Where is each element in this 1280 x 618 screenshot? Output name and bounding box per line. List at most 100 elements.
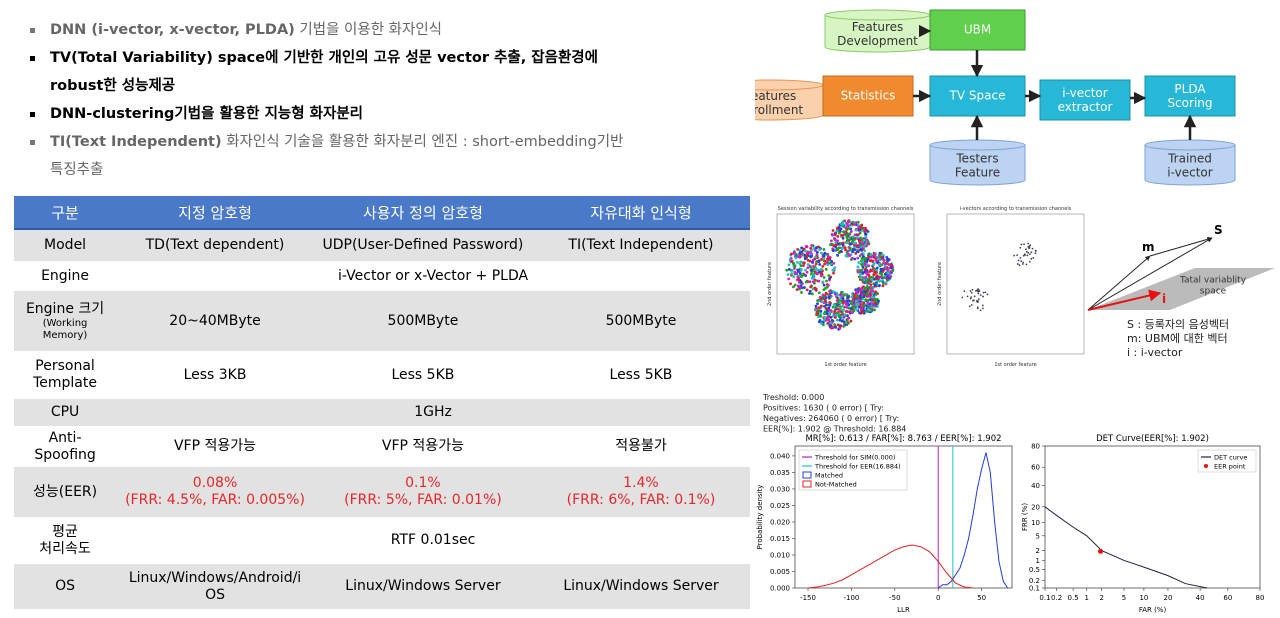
bullet-text: 화자인식 기술을 활용한 화자분리 엔진 : short-embedding기반… (50, 134, 624, 178)
scatter-dot (810, 276, 814, 280)
scatter-dot (841, 234, 845, 237)
row-label-text: 성능(EER) (33, 483, 98, 500)
scatter-dot (831, 314, 835, 318)
scatter-dot (786, 273, 790, 276)
header-cell: 구분 (14, 196, 117, 230)
scatter-dot (982, 295, 984, 298)
y-tick-label: 40 (1031, 482, 1040, 490)
scatter-dot (882, 261, 886, 265)
x-tick-label: 0 (936, 594, 940, 602)
scatter-dot (836, 239, 839, 243)
console-line: EER[%]: 1.902 @ Threshold: 16.884 (763, 425, 906, 434)
x-tick-label: 20 (1163, 594, 1172, 602)
scatter-dot (853, 233, 857, 237)
scatter-dot (963, 290, 966, 293)
scatter-dot (817, 306, 821, 309)
table-row: Engine 크기 (Working Memory) 20~40MByte 500MB… (14, 291, 750, 351)
scatter-dot (821, 265, 825, 268)
label-i: i (1162, 292, 1166, 306)
scatter-dot (837, 225, 841, 229)
scatter-dot (798, 251, 802, 255)
scatter-dot (819, 314, 823, 318)
scatter-dot (823, 251, 827, 255)
scatter-dot (840, 314, 844, 318)
scatter-dot (787, 277, 791, 281)
header-cell: 사용자 정의 암호형 (313, 196, 532, 230)
scatter-dot (811, 273, 815, 277)
scatter-dot (826, 261, 829, 265)
legend-label: Threshold for EER(16.884) (814, 463, 901, 471)
scatter-dot (833, 316, 837, 319)
scatter-dot (880, 279, 883, 283)
table-cell: 1.4% (FRR: 6%, FAR: 0.1%) (531, 467, 750, 517)
y-tick-label: 0.015 (770, 535, 790, 543)
scatter-dot (799, 264, 803, 268)
scatter-dot (821, 323, 825, 327)
scatter-dot (833, 304, 837, 307)
scatter-dot (805, 254, 809, 258)
scatter-dot (1032, 257, 1035, 259)
scatter-dot (796, 275, 800, 279)
scatter-dot (804, 274, 807, 277)
scatter-dot (824, 291, 828, 295)
bullet: TV(Total Variability) space에 기반한 개인의 고유 … (28, 44, 628, 100)
scatter-dot (834, 243, 838, 247)
row-label: 성능(EER) (14, 467, 117, 517)
scatter-dot (823, 262, 827, 266)
scatter-dot (813, 286, 817, 290)
header-row: 구분 지정 암호형 사용자 정의 암호형 자유대화 인식형 (14, 196, 750, 230)
scatter-dot (832, 271, 835, 275)
scatter-frame (946, 213, 1085, 355)
scatter-dot (852, 237, 856, 241)
y-tick-label: 2 (1036, 547, 1040, 555)
scatter-dot (860, 278, 864, 282)
scatter-dot (842, 309, 845, 312)
scatter-dot (873, 272, 876, 276)
scatter-dot (860, 268, 864, 272)
scatter-dot (791, 268, 794, 272)
table-row: Anti- Spoofing VFP 적용가능 VFP 적용가능 적용불가 (14, 426, 750, 467)
scatter-dot (796, 268, 800, 272)
scatter-dot (826, 255, 830, 258)
table-cell: Linux/Windows Server (313, 564, 532, 609)
scatter-dot (829, 243, 833, 247)
scatter-dot (862, 238, 866, 242)
scatter-dot (855, 294, 859, 298)
scatter-dot (847, 299, 851, 303)
scatter-dot (816, 310, 819, 314)
scatter-dot (858, 294, 862, 298)
scatter-dot (827, 295, 831, 299)
scatter-dot (812, 247, 816, 250)
scatter-dot (824, 259, 827, 263)
row-label-text: Personal Template (33, 358, 97, 391)
scatter-dot (798, 271, 802, 275)
scatter-dot (796, 247, 800, 251)
scatter-dot (832, 290, 835, 294)
scatter-dot (863, 249, 867, 253)
scatter-dot (847, 321, 850, 325)
scatter-dot (838, 246, 842, 250)
scatter-dot (872, 261, 876, 265)
scatter-dot (882, 281, 886, 285)
scatter-dot (834, 313, 838, 317)
scatter-dot (789, 252, 793, 256)
scatter-dot (817, 279, 821, 283)
scatter-dot (830, 233, 834, 236)
scatter-dot (798, 285, 802, 289)
legend-label: EER point (1214, 463, 1246, 471)
scatter-dot (827, 257, 831, 261)
scatter-dot (849, 319, 853, 323)
scatter-dot (793, 264, 797, 268)
scatter-dot (803, 249, 807, 253)
scatter-dot (822, 254, 826, 258)
scatter-dot (873, 253, 877, 257)
scatter-dot (836, 323, 840, 327)
y-axis-label: FRR (%) (1021, 503, 1029, 531)
scatter-dot (858, 311, 861, 315)
scatter-dot (824, 298, 827, 302)
scatter-dot (869, 255, 873, 259)
scatter-dot (866, 279, 869, 283)
table-cell: 500MByte (531, 291, 750, 351)
scatter-xlabel: 1st order feature (994, 362, 1036, 368)
scatter-dot (802, 261, 806, 265)
